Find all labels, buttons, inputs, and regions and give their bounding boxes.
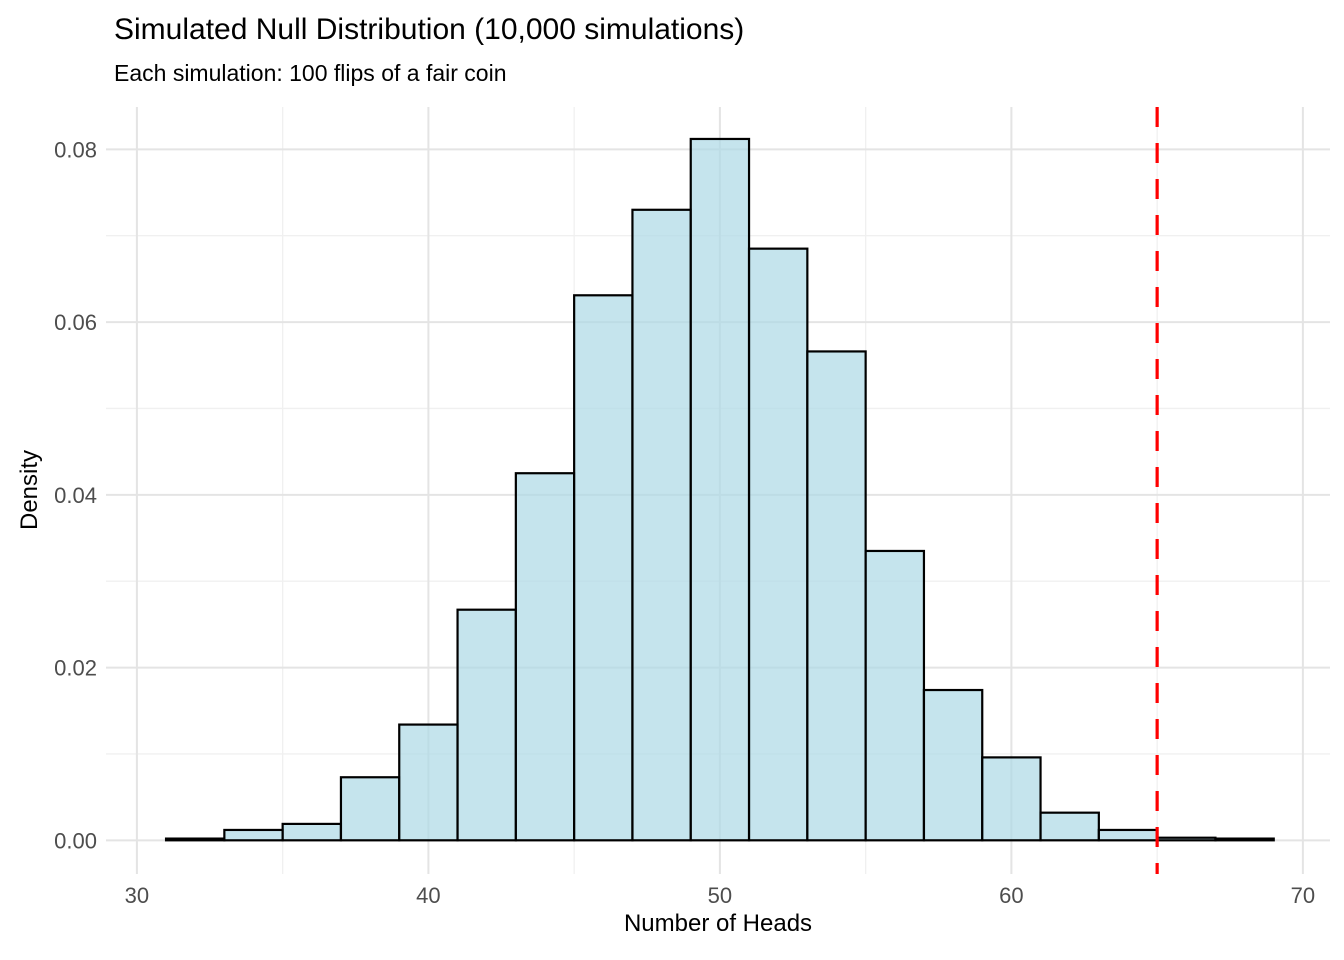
histogram-bar — [223, 828, 284, 842]
histogram-bar — [1156, 836, 1217, 842]
x-tick-label: 30 — [125, 883, 149, 908]
histogram-bar — [456, 608, 517, 842]
y-tick-label: 0.06 — [54, 310, 97, 335]
histogram-bar — [164, 837, 226, 842]
y-tick-label: 0.02 — [54, 656, 97, 681]
y-tick-label: 0.08 — [54, 137, 97, 162]
y-tick-label: 0.04 — [54, 483, 97, 508]
histogram-bar — [1097, 828, 1159, 842]
x-tick-label: 40 — [416, 883, 440, 908]
histogram-bar — [981, 756, 1042, 842]
histogram-bar — [1039, 811, 1100, 842]
chart-subtitle: Each simulation: 100 flips of a fair coi… — [114, 60, 507, 86]
histogram-bar — [747, 247, 809, 842]
y-axis-label: Density — [16, 449, 43, 531]
histogram-bar — [281, 822, 343, 842]
histogram-bar — [398, 723, 459, 842]
histogram-bar — [1214, 837, 1275, 842]
x-axis-tick-labels: 30 40 50 60 70 — [125, 883, 1315, 908]
histogram-bar — [573, 294, 634, 842]
y-tick-label: 0.00 — [54, 828, 97, 853]
x-axis-label: Number of Heads — [623, 910, 813, 937]
histogram-bars — [164, 137, 1275, 842]
histogram-bar — [514, 472, 576, 842]
x-tick-label: 60 — [999, 883, 1023, 908]
chart-title: Simulated Null Distribution (10,000 simu… — [114, 13, 745, 46]
histogram-bar — [339, 776, 401, 842]
histogram-bar — [922, 688, 984, 842]
y-axis-tick-labels: 0.00 0.02 0.04 0.06 0.08 — [54, 137, 97, 853]
histogram-bar — [689, 137, 751, 842]
x-tick-label: 70 — [1291, 883, 1315, 908]
x-tick-label: 50 — [708, 883, 732, 908]
histogram-bar — [864, 549, 926, 842]
histogram-bar — [806, 350, 867, 842]
histogram-bar — [631, 208, 692, 842]
